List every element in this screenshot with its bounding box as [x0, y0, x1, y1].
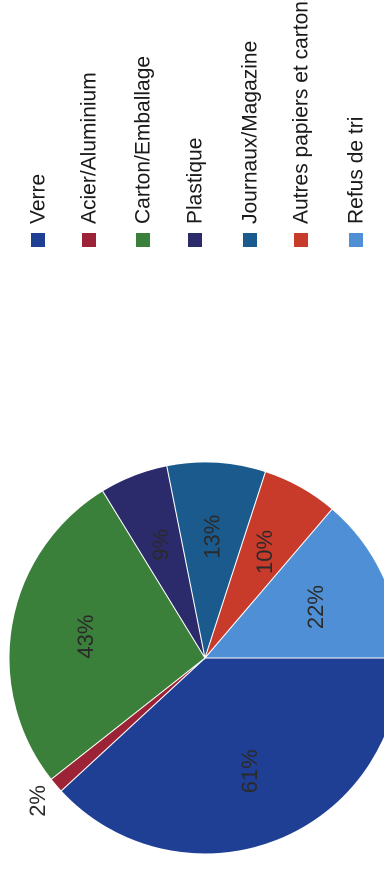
- legend-item: Acier/Aluminium: [78, 72, 101, 247]
- legend-marker: [349, 233, 363, 247]
- pie-value-label: 10%: [252, 530, 277, 574]
- legend-label: Acier/Aluminium: [78, 72, 101, 224]
- pie-value-label: 13%: [200, 515, 225, 559]
- pie-value-label: 2%: [25, 785, 50, 817]
- legend-marker: [31, 233, 45, 247]
- pie-slice-journaux-magazine: [166, 461, 267, 660]
- pie-slice-verre: [60, 657, 384, 855]
- legend-marker: [294, 233, 308, 247]
- legend-item: Carton/Emballage: [132, 56, 155, 247]
- legend-label: Carton/Emballage: [132, 56, 155, 224]
- legend-item: Autres papiers et cartons: [290, 0, 313, 247]
- legend-item: Journaux/Magazine: [239, 41, 262, 247]
- legend: Verre Acier/Aluminium Carton/Emballage Plas…: [27, 0, 368, 247]
- legend-item: Plastique: [184, 138, 207, 247]
- pie: [8, 461, 384, 855]
- legend-marker: [243, 233, 257, 247]
- pie-slice-refus-de-tri: [203, 508, 384, 659]
- legend-item: Refus de tri: [345, 117, 368, 247]
- pie-slice-carton-emballage: [8, 490, 206, 781]
- legend-marker: [188, 233, 202, 247]
- pie-value-label: 22%: [303, 585, 328, 629]
- legend-label: Autres papiers et cartons: [290, 0, 313, 224]
- legend-label: Plastique: [184, 138, 207, 224]
- pie-value-label: 61%: [237, 749, 262, 793]
- legend-label: Refus de tri: [345, 117, 368, 224]
- pie-value-label: 43%: [73, 615, 98, 659]
- legend-item: Verre: [27, 174, 50, 247]
- legend-label: Journaux/Magazine: [239, 41, 262, 224]
- legend-marker: [136, 233, 150, 247]
- legend-marker: [82, 233, 96, 247]
- pie-value-label: 9%: [148, 529, 173, 561]
- slice-labels: 61% 2% 43% 9% 13% 10% 22%: [25, 515, 328, 817]
- legend-label: Verre: [27, 174, 50, 224]
